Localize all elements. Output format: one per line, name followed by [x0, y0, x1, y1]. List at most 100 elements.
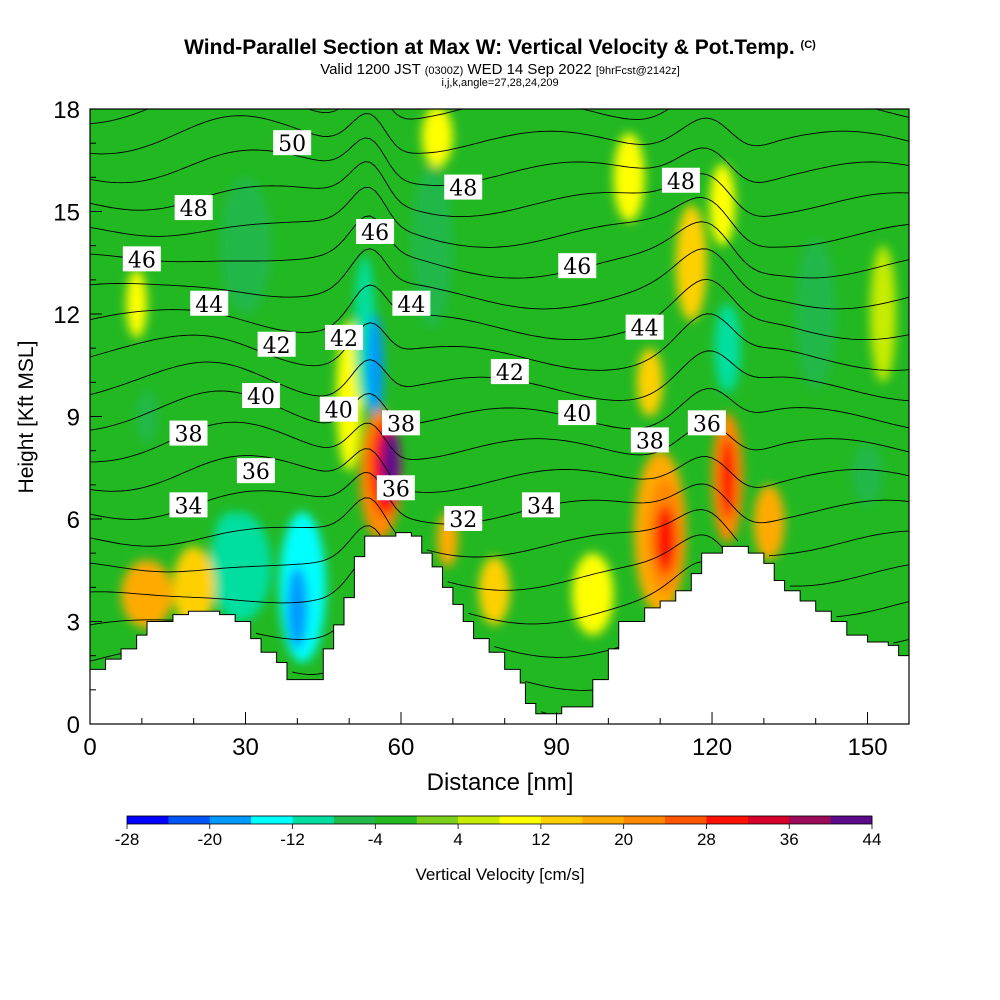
svg-text:40: 40	[563, 402, 591, 427]
svg-text:38: 38	[387, 412, 415, 437]
colorbar-swatch	[747, 816, 790, 824]
x-tick-label: 0	[83, 734, 96, 761]
contour-label: 50	[273, 130, 312, 157]
x-tick-label: 30	[232, 734, 259, 761]
contour-label: 42	[324, 324, 363, 352]
theta-contour	[90, 278, 909, 341]
svg-text:44: 44	[397, 293, 425, 318]
colorbar-label: Vertical Velocity [cm/s]	[415, 865, 584, 884]
colorbar-swatch	[251, 816, 293, 824]
svg-text:46: 46	[128, 248, 156, 273]
contour-label: 36	[236, 458, 275, 485]
x-axis-label: Distance [nm]	[427, 769, 574, 796]
w-region	[286, 566, 308, 649]
contour-label: 32	[444, 506, 483, 533]
contour-label: 38	[169, 420, 208, 448]
w-region	[172, 546, 215, 629]
svg-text:36: 36	[382, 477, 410, 502]
w-region	[851, 443, 884, 506]
y-tick-label: 15	[53, 200, 80, 227]
colorbar-tick-label: -28	[115, 830, 140, 849]
svg-text:38: 38	[636, 429, 664, 454]
plot-area	[90, 109, 909, 724]
x-tick-label: 150	[848, 734, 888, 761]
x-tick-label: 90	[543, 734, 570, 761]
theta-contour	[90, 186, 909, 248]
svg-text:48: 48	[180, 197, 208, 222]
svg-text:40: 40	[247, 385, 275, 410]
svg-text:36: 36	[242, 460, 270, 485]
colorbar-swatch	[789, 816, 831, 824]
colorbar-swatch	[540, 816, 583, 824]
colorbar-tick-label: -20	[197, 830, 222, 849]
colorbar: -28 -20 -12 -4 4 12 20 28 36 44	[115, 815, 882, 849]
contour-label: 46	[356, 219, 395, 246]
contour-label: 44	[392, 290, 431, 318]
svg-text:42: 42	[263, 334, 291, 359]
w-region	[709, 163, 736, 246]
svg-text:38: 38	[174, 423, 202, 448]
terrain	[90, 532, 909, 724]
svg-text:36: 36	[693, 412, 721, 437]
theta-contour	[90, 215, 909, 279]
colorbar-tick-label: -4	[368, 830, 383, 849]
contour-label: 42	[490, 359, 529, 386]
y-tick-label: 12	[53, 302, 80, 329]
svg-text:34: 34	[527, 494, 555, 519]
y-tick-label: 6	[67, 507, 80, 534]
chart-title: Wind-Parallel Section at Max W: Vertical…	[184, 36, 816, 59]
theta-contour	[90, 525, 909, 591]
theta-contour	[90, 388, 909, 431]
contour-label: 40	[558, 400, 597, 427]
x-tick-label: 120	[692, 734, 732, 761]
contour-label: 38	[630, 427, 669, 454]
w-region	[719, 437, 736, 519]
contour-label: 48	[174, 195, 213, 222]
w-region	[478, 556, 510, 625]
colorbar-swatch	[416, 816, 459, 824]
contour-label: 42	[257, 331, 296, 359]
theta-contour	[540, 711, 547, 714]
w-region	[572, 553, 614, 636]
contour-label: 44	[190, 290, 229, 318]
theta-contour	[90, 619, 909, 658]
y-tick-label: 18	[53, 97, 80, 124]
theta-contour	[90, 113, 909, 155]
colorbar-tick-label: 28	[697, 830, 716, 849]
y-tick-label: 0	[67, 712, 80, 739]
theta-contour	[90, 248, 909, 310]
svg-text:50: 50	[278, 132, 306, 157]
contour-label: 38	[382, 410, 421, 437]
y-axis-label: Height [Kft MSL]	[15, 341, 38, 494]
theta-contour	[90, 471, 909, 525]
chart-indices: i,j,k,angle=27,28,24,209	[441, 77, 559, 89]
theta-contour	[90, 137, 909, 186]
colorbar-tick-label: 12	[531, 830, 550, 849]
copyright-mark: (C)	[800, 39, 816, 51]
theta-contour	[90, 561, 909, 625]
w-region	[136, 389, 158, 444]
w-region	[219, 177, 272, 314]
svg-text:46: 46	[361, 221, 389, 246]
colorbar-tick-label: 44	[863, 830, 882, 849]
contour-label: 46	[558, 253, 597, 280]
theta-contour	[90, 421, 909, 463]
contour-label: 36	[687, 410, 726, 437]
svg-text:42: 42	[330, 327, 358, 352]
w-region	[794, 238, 837, 390]
theta-contour	[90, 161, 909, 218]
colorbar-swatch	[375, 816, 418, 824]
svg-text:32: 32	[449, 508, 477, 533]
contour-label: 44	[625, 314, 664, 342]
colorbar-swatch	[706, 816, 749, 824]
contour-label: 34	[169, 492, 208, 519]
theta-contour	[90, 497, 909, 558]
contour-label: 48	[444, 174, 483, 202]
w-region	[636, 348, 663, 417]
theta-contour	[90, 448, 909, 493]
contour-label: 46	[122, 246, 161, 273]
w-region	[655, 505, 676, 574]
w-region	[366, 314, 384, 424]
contour-label: 36	[376, 475, 415, 502]
